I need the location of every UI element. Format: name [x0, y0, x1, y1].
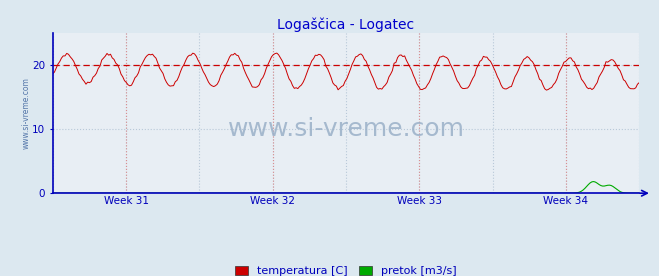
Title: Logaščica - Logatec: Logaščica - Logatec — [277, 17, 415, 32]
Legend: temperatura [C], pretok [m3/s]: temperatura [C], pretok [m3/s] — [231, 261, 461, 276]
Text: www.si-vreme.com: www.si-vreme.com — [227, 117, 465, 141]
Y-axis label: www.si-vreme.com: www.si-vreme.com — [22, 77, 30, 149]
